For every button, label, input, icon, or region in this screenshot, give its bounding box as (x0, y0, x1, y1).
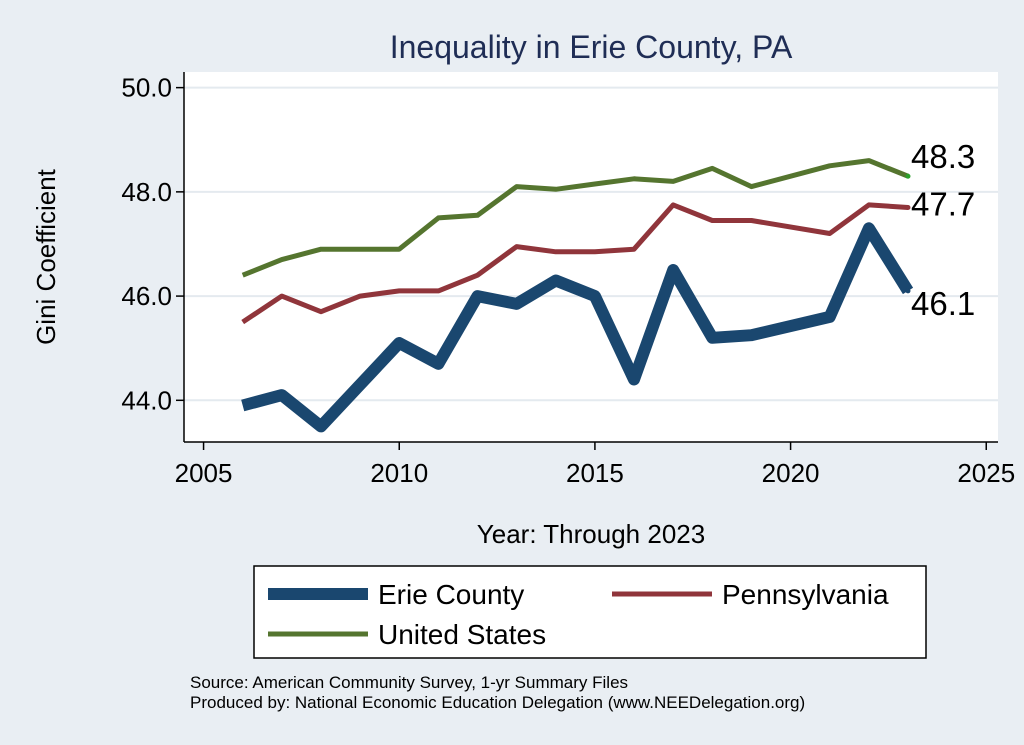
end-labels: 46.1 47.7 48.3 (905, 138, 975, 322)
legend-box (253, 565, 927, 659)
end-label: 47.7 (911, 185, 975, 222)
x-tick-label: 2015 (566, 458, 624, 488)
chart-title: Inequality in Erie County, PA (390, 29, 793, 65)
series-line-united-states (241, 158, 909, 278)
x-ticks: 2005 2010 2015 2020 2025 (175, 442, 1015, 488)
y-tick-label: 44.0 (121, 385, 172, 415)
end-point (905, 288, 911, 294)
x-tick-label: 2020 (762, 458, 820, 488)
legend-label: Pennsylvania (722, 579, 889, 610)
y-tick-label: 50.0 (121, 73, 172, 103)
grid-lines (184, 86, 998, 402)
end-label: 46.1 (911, 285, 975, 322)
x-axis-title: Year: Through 2023 (477, 519, 705, 549)
end-point (905, 173, 911, 179)
legend-label: Erie County (378, 579, 524, 610)
series-line-erie-county (241, 222, 914, 433)
legend-items: Erie County Pennsylvania United States (268, 579, 889, 650)
x-tick-label: 2005 (175, 458, 233, 488)
plot-area (184, 72, 998, 442)
legend: Erie County Pennsylvania United States (253, 565, 927, 659)
end-label: 48.3 (911, 138, 975, 175)
source-note: Source: American Community Survey, 1-yr … (190, 673, 628, 692)
legend-label: United States (378, 619, 546, 650)
x-tick-label: 2010 (370, 458, 428, 488)
series-lines (241, 158, 914, 433)
y-ticks: 44.0 46.0 48.0 50.0 (121, 73, 184, 415)
y-tick-label: 48.0 (121, 177, 172, 207)
end-point (905, 204, 911, 210)
y-axis-title: Gini Coefficient (31, 168, 61, 345)
series-line-pennsylvania (241, 202, 909, 325)
produced-note: Produced by: National Economic Education… (190, 693, 805, 712)
x-tick-label: 2025 (957, 458, 1015, 488)
y-tick-label: 46.0 (121, 281, 172, 311)
